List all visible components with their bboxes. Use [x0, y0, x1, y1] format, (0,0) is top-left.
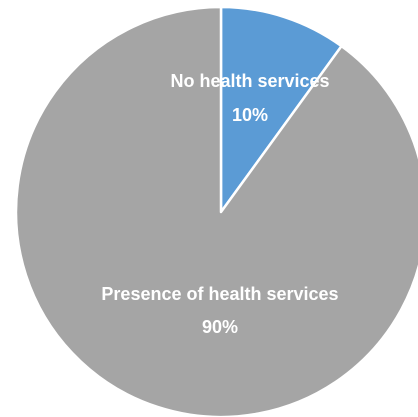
slice-value-label: 10% [232, 105, 268, 125]
slice-value-label: 90% [202, 317, 238, 337]
pie-slice-presence-of-health-services [14, 5, 418, 417]
labels-layer: No health services 10% Presence of health … [101, 71, 338, 337]
slices-layer [14, 5, 418, 417]
slice-category-label: Presence of health services [101, 284, 338, 304]
slice-category-label: No health services [170, 71, 329, 91]
pie-slice-no-health-services [219, 5, 343, 214]
